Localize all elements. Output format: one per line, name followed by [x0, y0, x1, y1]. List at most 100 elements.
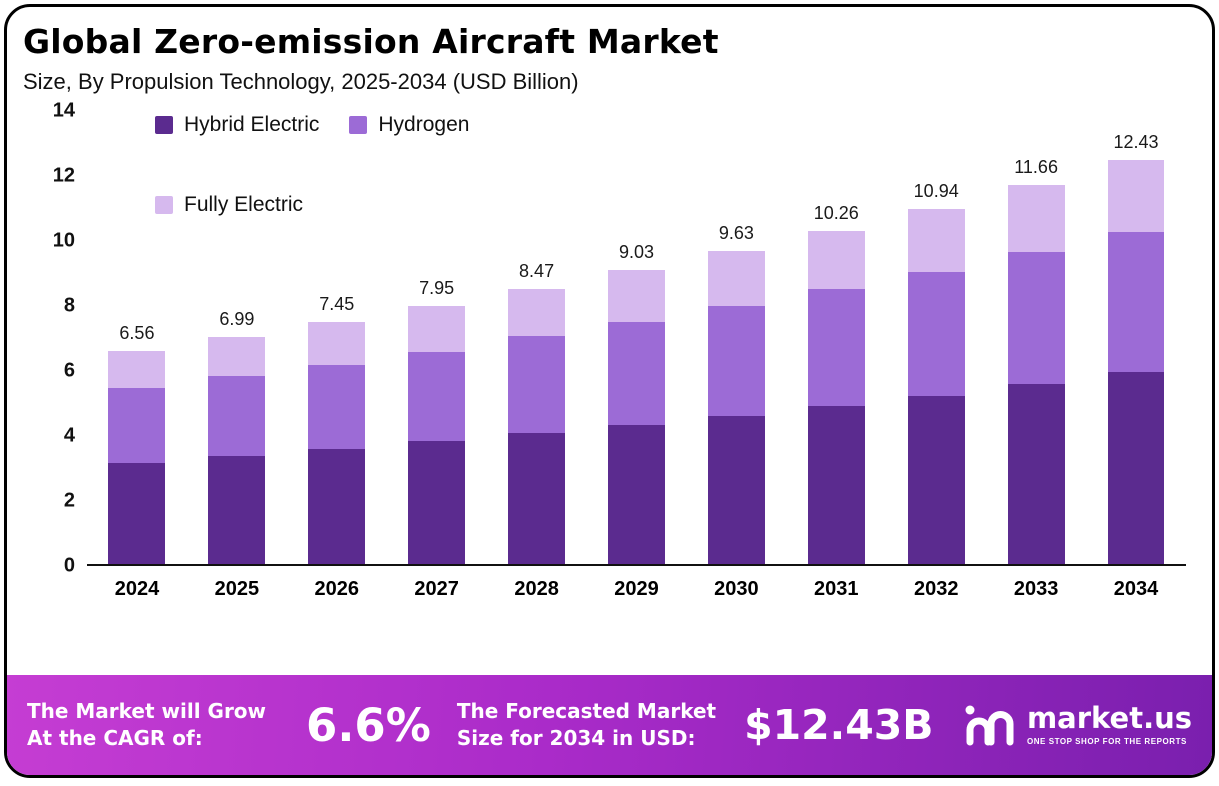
x-axis-label: 2031 [814, 577, 859, 600]
bar-column: 9.03 [587, 111, 687, 564]
legend-label: Hybrid Electric [184, 112, 320, 136]
legend-row: Fully Electric [155, 193, 469, 217]
bar-segment-hybrid-electric [1107, 372, 1165, 564]
bar-stack [608, 270, 665, 564]
bar-segment-hybrid-electric [1007, 384, 1065, 564]
bar-stack [1007, 184, 1065, 564]
plot-area: Hybrid Electric Hydrogen Fully Electric 6.… [87, 111, 1186, 566]
legend-item: Fully Electric [155, 193, 303, 217]
x-axis-label: 2029 [614, 577, 659, 600]
x-axis-label: 2024 [114, 577, 160, 600]
bar-column: 8.47 [487, 111, 587, 564]
brand-name: market.us [1026, 701, 1192, 735]
brand-text-block: market.us ONE STOP SHOP FOR THE REPORTS [1026, 701, 1192, 747]
legend: Hybrid Electric Hydrogen Fully Electric [155, 113, 469, 273]
y-axis-label: 2 [63, 489, 75, 512]
bar-segment-fully-electric [707, 250, 765, 306]
bar-segment-hybrid-electric [108, 463, 166, 564]
bar-stack [308, 321, 366, 564]
bar-total-label: 6.56 [119, 322, 155, 343]
cagr-label: The Market will Grow At the CAGR of: [27, 698, 266, 752]
legend-item: Hydrogen [349, 113, 469, 137]
legend-row: Hybrid Electric Hydrogen [155, 113, 469, 137]
bar-column: 10.26 [786, 111, 886, 564]
x-axis-label: 2032 [913, 577, 959, 600]
bar-stack [707, 250, 765, 564]
chart-title: Global Zero-emission Aircraft Market [23, 22, 719, 61]
bar-segment-hybrid-electric [907, 395, 965, 564]
bar-total-label: 10.26 [813, 202, 859, 223]
forecast-value: $12.43B [744, 701, 934, 749]
bar-segment-hybrid-electric [408, 440, 466, 564]
bar-stack [508, 288, 566, 564]
y-axis-label: 10 [52, 229, 75, 252]
bar-column: 10.94 [886, 111, 986, 564]
cagr-value: 6.6% [306, 698, 431, 752]
bar-segment-hybrid-electric [608, 424, 665, 564]
bar-column: 11.66 [986, 111, 1086, 564]
bar-segment-hydrogen [907, 271, 965, 396]
y-axis-label: 14 [52, 99, 75, 122]
bar-stack [807, 230, 865, 564]
y-axis-label: 4 [63, 424, 75, 447]
bar-segment-hybrid-electric [508, 432, 566, 564]
chart-card: Global Zero-emission Aircraft Market Siz… [4, 4, 1215, 778]
bar-segment-hybrid-electric [308, 448, 366, 564]
bar-total-label: 12.43 [1113, 131, 1159, 152]
bar-total-label: 9.63 [718, 222, 754, 243]
bar-segment-hydrogen [707, 305, 765, 416]
legend-label: Hydrogen [378, 112, 470, 136]
x-axis: 2024 2025 2026 2027 2028 2029 2030 2031 2032 2033… [87, 578, 1186, 601]
x-axis-label: 2030 [714, 577, 759, 600]
bar-segment-hydrogen [608, 321, 665, 425]
bar-segment-hybrid-electric [208, 455, 266, 564]
bar-segment-fully-electric [308, 321, 366, 366]
bar-segment-fully-electric [1107, 159, 1165, 233]
chart-header: Global Zero-emission Aircraft Market Siz… [7, 7, 1212, 95]
bar-total-label: 7.45 [319, 293, 355, 314]
x-axis-label: 2026 [314, 577, 360, 600]
y-axis-label: 6 [63, 359, 75, 382]
bar-segment-hybrid-electric [807, 406, 865, 564]
bar-column: 7.45 [287, 111, 387, 564]
bar-segment-fully-electric [408, 305, 466, 353]
forecast-label-line2: Size for 2034 in USD: [456, 726, 696, 750]
bar-segment-hydrogen [108, 388, 166, 464]
bar-total-label: 7.95 [419, 277, 455, 298]
bar-stack [907, 208, 965, 564]
bar-stack [108, 350, 166, 564]
bar-segment-hydrogen [1007, 251, 1065, 385]
bar-segment-hydrogen [1107, 232, 1165, 373]
legend-item: Hybrid Electric [155, 113, 319, 137]
chart-subtitle: Size, By Propulsion Technology, 2025-203… [23, 68, 579, 94]
bar-segment-hybrid-electric [707, 415, 765, 564]
bar-total-label: 8.47 [519, 260, 555, 281]
bar-total-label: 11.66 [1014, 156, 1058, 177]
bar-segment-hydrogen [308, 365, 366, 449]
brand-tagline: ONE STOP SHOP FOR THE REPORTS [1026, 737, 1187, 746]
cagr-label-line1: The Market will Grow [27, 699, 267, 723]
marketus-logo: market.us ONE STOP SHOP FOR THE REPORTS [963, 700, 1192, 751]
bar-total-label: 10.94 [913, 180, 959, 201]
bar-column: 12.43 [1086, 111, 1186, 564]
bar-column: 6.99 [187, 111, 287, 564]
bar-segment-fully-electric [208, 336, 266, 377]
bar-column: 6.56 [87, 111, 187, 564]
stacked-bar-chart: 0 2 4 6 8 10 12 14 Hybrid Electric Hydrogen Fully… [7, 99, 1212, 576]
bar-segment-fully-electric [108, 350, 166, 389]
bar-column: 7.95 [387, 111, 487, 564]
bar-segment-hydrogen [508, 336, 566, 433]
bar-segment-hydrogen [408, 352, 466, 441]
bar-segment-fully-electric [807, 230, 865, 290]
y-axis-label: 8 [63, 294, 75, 317]
legend-swatch [155, 195, 173, 214]
bar-total-label: 9.03 [618, 242, 654, 263]
legend-swatch [155, 115, 173, 134]
legend-swatch [349, 115, 368, 134]
x-axis-label: 2033 [1013, 577, 1059, 600]
bar-stack [408, 305, 466, 564]
bar-column: 9.63 [686, 111, 786, 564]
y-axis: 0 2 4 6 8 10 12 14 [33, 99, 87, 576]
x-axis-label: 2025 [214, 577, 260, 600]
bar-segment-hydrogen [208, 376, 266, 456]
